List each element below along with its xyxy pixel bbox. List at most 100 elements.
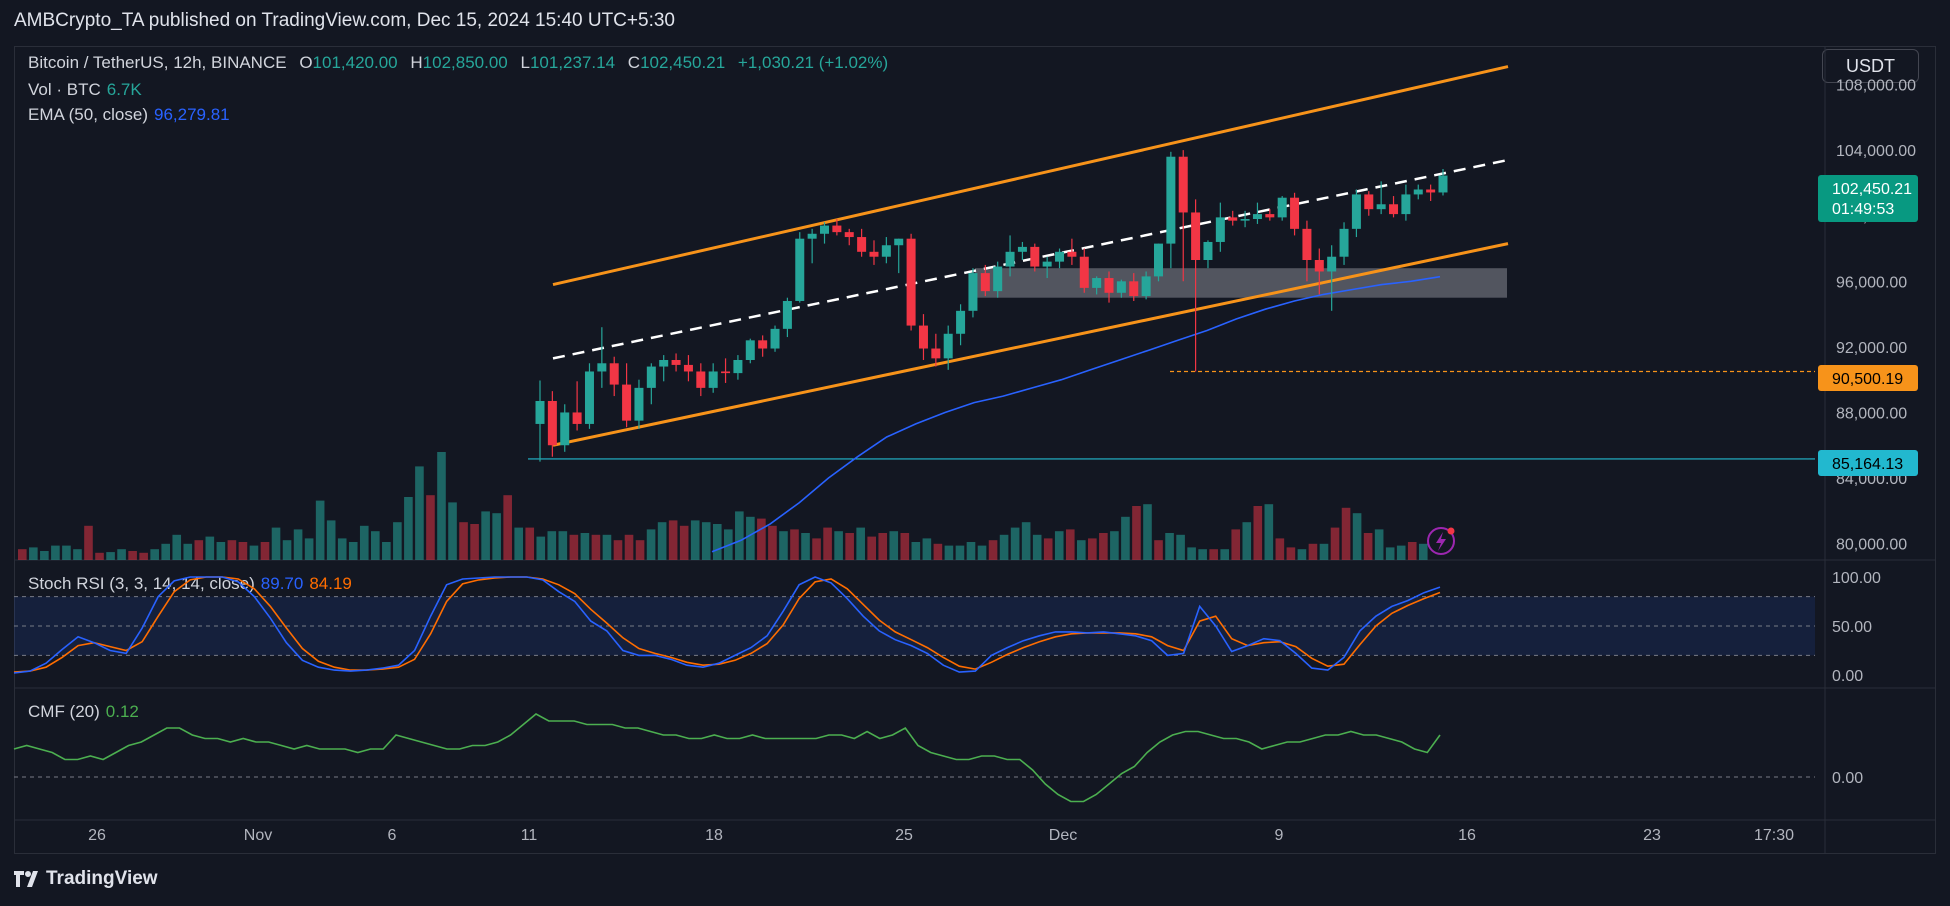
volume-bar bbox=[239, 542, 248, 560]
candle bbox=[894, 239, 903, 273]
candle bbox=[1216, 203, 1225, 252]
volume-bar bbox=[1044, 538, 1053, 560]
volume-bar bbox=[40, 551, 49, 560]
volume-bar bbox=[912, 542, 921, 560]
volume-bar bbox=[647, 529, 656, 560]
candle-body bbox=[1377, 204, 1386, 209]
candle bbox=[1203, 240, 1212, 268]
candle bbox=[733, 355, 742, 380]
volume-bar bbox=[382, 542, 391, 560]
volume-bar bbox=[349, 542, 358, 560]
tradingview-icon bbox=[14, 871, 40, 887]
candle-body bbox=[1092, 278, 1101, 288]
volume-bar bbox=[217, 542, 226, 560]
candle bbox=[1414, 185, 1423, 200]
candle bbox=[1067, 239, 1076, 265]
tradingview-logo[interactable]: TradingView bbox=[14, 868, 158, 890]
volume-bar bbox=[1132, 506, 1141, 560]
stoch-tick-label: 0.00 bbox=[1832, 668, 1863, 685]
candle-body bbox=[1117, 281, 1126, 292]
volume-bar bbox=[1419, 544, 1428, 560]
candle-body bbox=[1426, 190, 1435, 193]
volume-bar bbox=[680, 526, 689, 560]
last-price-tag-text: 01:49:53 bbox=[1832, 201, 1894, 218]
volume-bar bbox=[636, 540, 645, 560]
candle-body bbox=[548, 401, 557, 445]
volume-bar bbox=[614, 540, 623, 560]
candle-body bbox=[709, 371, 718, 387]
price-tick-label: 88,000.00 bbox=[1836, 405, 1907, 422]
volume-bar bbox=[1220, 549, 1229, 560]
candle-body bbox=[1340, 229, 1349, 257]
time-tick-label: 9 bbox=[1275, 827, 1284, 844]
candle-body bbox=[820, 226, 829, 234]
volume-bar bbox=[360, 526, 369, 560]
candle-body bbox=[894, 239, 903, 246]
candle-body bbox=[585, 371, 594, 423]
candle bbox=[548, 391, 557, 457]
volume-bar bbox=[1287, 547, 1296, 560]
volume-bar bbox=[283, 540, 292, 560]
volume-bar bbox=[1187, 547, 1196, 560]
candle-body bbox=[1253, 214, 1262, 219]
volume-bar bbox=[746, 517, 755, 560]
volume-bar bbox=[570, 535, 579, 560]
candle-body bbox=[783, 301, 792, 329]
volume-bar bbox=[1331, 528, 1340, 560]
candle-body bbox=[647, 367, 656, 388]
candle bbox=[795, 232, 804, 302]
volume-bar bbox=[1231, 529, 1240, 560]
candle-body bbox=[1216, 217, 1225, 242]
candle-body bbox=[1018, 247, 1027, 252]
candle-body bbox=[573, 412, 582, 423]
volume-bar bbox=[437, 452, 446, 560]
volume-bar bbox=[426, 495, 435, 560]
candle-body bbox=[857, 237, 866, 252]
volume-bar bbox=[901, 533, 910, 560]
candle-body bbox=[1265, 214, 1274, 217]
candle-body bbox=[1290, 198, 1299, 229]
volume-bar bbox=[713, 524, 722, 560]
candle bbox=[536, 380, 545, 461]
volume-bar bbox=[51, 546, 60, 560]
volume-bar bbox=[1033, 535, 1042, 560]
volume-bar bbox=[1386, 547, 1395, 560]
volume-bar bbox=[1342, 508, 1351, 560]
volume-bar bbox=[702, 522, 711, 560]
volume-bar bbox=[62, 546, 71, 560]
volume-bar bbox=[536, 537, 545, 560]
volume-bar bbox=[338, 538, 347, 560]
candle-body bbox=[968, 273, 977, 311]
candle-body bbox=[634, 388, 643, 421]
support-price-tag-text: 90,500.19 bbox=[1832, 371, 1903, 388]
volume-bar bbox=[834, 531, 843, 560]
volume-bar bbox=[503, 495, 512, 560]
bolt-icon-dot bbox=[1448, 528, 1455, 535]
volume-bar bbox=[195, 540, 204, 560]
cmf-tick-label: 0.00 bbox=[1832, 770, 1863, 787]
candle-body bbox=[560, 412, 569, 445]
volume-bar bbox=[305, 538, 314, 560]
volume-bar bbox=[95, 553, 104, 560]
candle bbox=[1166, 152, 1175, 268]
volume-bar bbox=[1121, 517, 1130, 560]
volume-bar bbox=[525, 528, 534, 560]
volume-bar bbox=[404, 497, 413, 560]
volume-bar bbox=[1408, 542, 1417, 560]
candle-body bbox=[1030, 247, 1039, 267]
time-tick-label: 23 bbox=[1643, 827, 1661, 844]
candle bbox=[634, 380, 643, 429]
time-tick-label: 25 bbox=[895, 827, 913, 844]
price-tick-label: 80,000.00 bbox=[1836, 537, 1907, 554]
candle bbox=[1018, 242, 1027, 260]
candle-body bbox=[733, 360, 742, 373]
volume-bar bbox=[128, 551, 137, 560]
candle-body bbox=[659, 360, 668, 367]
candle-body bbox=[1006, 252, 1015, 267]
candle-body bbox=[1401, 194, 1410, 214]
volume-bar bbox=[845, 533, 854, 560]
volume-bar bbox=[945, 546, 954, 560]
candle-body bbox=[684, 365, 693, 372]
volume-bar bbox=[669, 520, 678, 560]
